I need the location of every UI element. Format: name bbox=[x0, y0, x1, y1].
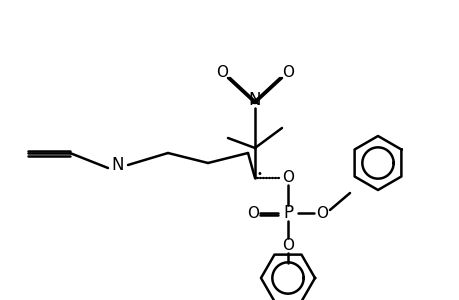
Text: O: O bbox=[281, 64, 293, 80]
Text: N: N bbox=[112, 156, 124, 174]
Text: O: O bbox=[216, 64, 228, 80]
Text: P: P bbox=[282, 204, 292, 222]
Text: O: O bbox=[281, 170, 293, 185]
Text: O: O bbox=[246, 206, 258, 220]
Text: O: O bbox=[315, 206, 327, 220]
Text: N: N bbox=[248, 91, 261, 109]
Text: •: • bbox=[256, 169, 261, 179]
Text: O: O bbox=[281, 238, 293, 253]
